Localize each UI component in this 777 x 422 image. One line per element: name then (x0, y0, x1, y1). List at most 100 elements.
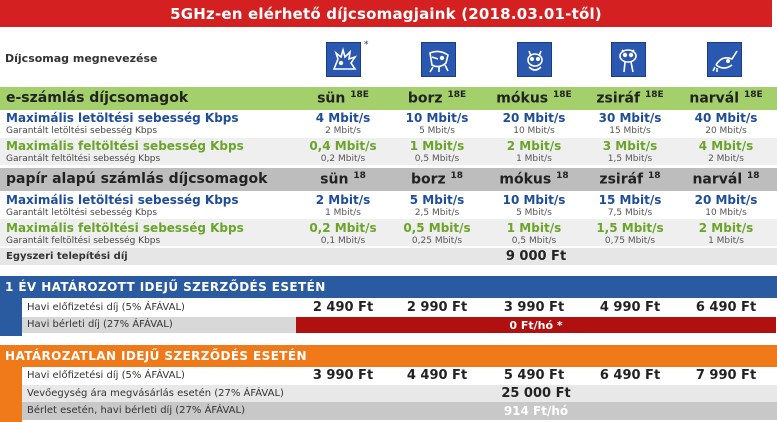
p-max-up-label: Maximális feltöltési sebesség Kbps (6, 221, 244, 235)
p-guar-up-value: 0,5 Mbit/s (511, 236, 557, 246)
e-package-mokus: mókus 18E (496, 90, 572, 107)
fixed-monthly-label: Havi előfizetési díj (5% ÁFÁVAL) (27, 302, 185, 313)
p-max-up-value: 0,2 Mbit/s (309, 221, 377, 235)
fixed-rent-label-bg (22, 317, 296, 333)
e-package-narval: narvál 18E (689, 90, 763, 107)
page-title: 5GHz-en elérhető díjcsomagjaink (2018.03… (0, 0, 772, 27)
p-guar-down-value: 1 Mbit/s (325, 208, 361, 218)
setup-fee-row (0, 248, 777, 265)
p-section-label: papír alapú számlás díjcsomagok (6, 171, 268, 187)
indef-buy-row (22, 385, 777, 402)
e-max-up-value: 4 Mbit/s (698, 139, 754, 153)
monthly-price: 2 490 Ft (312, 300, 374, 315)
p-section-header: papír alapú számlás díjcsomagok sün 18 b… (0, 168, 777, 191)
e-package-zsiraf: zsiráf 18E (596, 90, 664, 107)
e-max-up-value: 0,4 Mbit/s (309, 139, 377, 153)
e-max-down-label: Maximális letöltési sebesség Kbps (6, 111, 239, 125)
e-guar-down-value: 15 Mbit/s (609, 126, 651, 136)
monthly-price: 3 990 Ft (503, 300, 565, 315)
e-package-borz: borz 18E (407, 90, 467, 107)
p-package-narval: narvál 18 (692, 171, 760, 188)
e-guar-up-label: Garantált feltöltési sebesség Kbps (6, 154, 161, 164)
monthly-price: 3 990 Ft (312, 368, 374, 383)
monthly-price: 6 490 Ft (695, 300, 757, 315)
icon-star-note: * (364, 40, 369, 50)
e-guar-up-value: 1 Mbit/s (516, 154, 552, 164)
p-max-up-value: 1,5 Mbit/s (596, 221, 664, 235)
monthly-price: 6 490 Ft (599, 368, 661, 383)
p-max-down-value: 10 Mbit/s (502, 193, 566, 207)
e-section-label: e-számlás díjcsomagok (6, 90, 189, 106)
e-package-sun: sün 18E (317, 90, 369, 107)
p-guar-up-value: 0,75 Mbit/s (604, 236, 656, 246)
p-guar-down-value: 7,5 Mbit/s (607, 208, 653, 218)
indef-monthly-label: Havi előfizetési díj (5% ÁFÁVAL) (27, 370, 185, 381)
e-max-up-label: Maximális feltöltési sebesség Kbps (6, 139, 244, 153)
e-section-header: e-számlás díjcsomagok sün 18E borz 18E m… (0, 87, 777, 110)
e-guar-down-label: Garantált letöltési sebesség Kbps (6, 126, 158, 136)
p-max-down-value: 5 Mbit/s (409, 193, 465, 207)
e-max-up-value: 3 Mbit/s (602, 139, 658, 153)
e-guar-up-value: 0,5 Mbit/s (414, 154, 460, 164)
indefinite-term-header: HATÁROZATLAN IDEJŰ SZERZŐDÉS ESETÉN (0, 345, 777, 367)
p-guar-up-value: 1 Mbit/s (708, 236, 744, 246)
p-max-up-value: 2 Mbit/s (698, 221, 754, 235)
e-max-down-value: 30 Mbit/s (598, 111, 662, 125)
fixed-term-side-bar (0, 298, 22, 336)
fixed-rent-label: Havi bérleti díj (27% ÁFÁVAL) (27, 319, 173, 330)
e-max-up-value: 2 Mbit/s (506, 139, 562, 153)
indefinite-side-bar (0, 367, 22, 422)
p-max-down-label: Maximális letöltési sebesség Kbps (6, 193, 239, 207)
p-package-sun: sün 18 (320, 171, 366, 188)
p-package-borz: borz 18 (410, 171, 464, 188)
indef-rent-row (22, 402, 777, 420)
badger-icon (421, 42, 456, 77)
package-name-label: Díjcsomag megnevezése (5, 52, 158, 65)
p-guar-up-label: Garantált feltöltési sebesség Kbps (6, 236, 161, 246)
setup-fee-label: Egyszeri telepítési díj (6, 251, 128, 262)
p-guar-up-value: 0,1 Mbit/s (320, 236, 366, 246)
e-guar-up-value: 1,5 Mbit/s (607, 154, 653, 164)
fixed-term-header: 1 ÉV HATÁROZOTT IDEJŰ SZERZŐDÉS ESETÉN (0, 276, 777, 298)
monthly-price: 4 990 Ft (599, 300, 661, 315)
hedgehog-icon (326, 42, 361, 77)
e-guar-down-value: 5 Mbit/s (419, 126, 455, 136)
e-max-up-value: 1 Mbit/s (409, 139, 465, 153)
monthly-price: 4 490 Ft (406, 368, 468, 383)
p-max-up-value: 0,5 Mbit/s (403, 221, 471, 235)
p-max-up-value: 1 Mbit/s (506, 221, 562, 235)
p-guar-down-label: Garantált letöltési sebesség Kbps (6, 208, 158, 218)
giraffe-icon (611, 42, 646, 77)
indef-rent-label: Bérlet esetén, havi bérleti díj (27% ÁFÁ… (27, 405, 245, 416)
e-max-down-value: 40 Mbit/s (694, 111, 758, 125)
p-guar-down-value: 2,5 Mbit/s (414, 208, 460, 218)
setup-fee-value: 9 000 Ft (505, 249, 567, 264)
e-max-down-value: 4 Mbit/s (315, 111, 371, 125)
monthly-price: 5 490 Ft (503, 368, 565, 383)
monthly-price: 2 990 Ft (406, 300, 468, 315)
p-max-down-value: 2 Mbit/s (315, 193, 371, 207)
p-max-down-value: 20 Mbit/s (694, 193, 758, 207)
p-package-mokus: mókus 18 (499, 171, 569, 188)
p-guar-down-value: 10 Mbit/s (705, 208, 747, 218)
monthly-price: 7 990 Ft (695, 368, 757, 383)
p-package-zsiraf: zsiráf 18 (599, 171, 661, 188)
e-guar-down-value: 2 Mbit/s (325, 126, 361, 136)
indef-buy-label: Vevőegység ára megvásárlás esetén (27% Á… (27, 388, 284, 399)
squirrel-icon (517, 42, 552, 77)
indef-buy-value: 25 000 Ft (501, 386, 571, 401)
narwhal-icon (707, 42, 742, 77)
row-stripe (0, 219, 777, 246)
e-guar-up-value: 0,2 Mbit/s (320, 154, 366, 164)
e-guar-up-value: 2 Mbit/s (708, 154, 744, 164)
p-max-down-value: 15 Mbit/s (598, 193, 662, 207)
e-guar-down-value: 20 Mbit/s (705, 126, 747, 136)
e-guar-down-value: 10 Mbit/s (513, 126, 555, 136)
p-guar-up-value: 0,25 Mbit/s (411, 236, 463, 246)
fixed-rent-value: 0 Ft/hó * (296, 317, 776, 333)
indef-rent-value: 914 Ft/hó (503, 404, 569, 418)
row-stripe (0, 138, 777, 165)
p-guar-down-value: 5 Mbit/s (516, 208, 552, 218)
e-max-down-value: 20 Mbit/s (502, 111, 566, 125)
e-max-down-value: 10 Mbit/s (405, 111, 469, 125)
